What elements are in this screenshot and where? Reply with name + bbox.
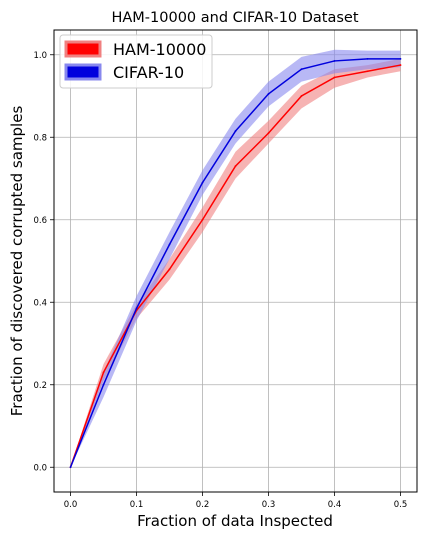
chart-title: HAM-10000 and CIFAR-10 Dataset xyxy=(111,10,358,26)
x-tick-label: 0.3 xyxy=(262,500,276,510)
x-tick-label: 0.4 xyxy=(328,500,342,510)
point-cifar-10 xyxy=(69,466,72,469)
plot-frame xyxy=(53,29,418,493)
y-tick-label: 0.2 xyxy=(33,381,47,391)
legend-swatch-cifar-10 xyxy=(64,63,102,81)
y-tick-label: 0.6 xyxy=(33,216,47,226)
point-cifar-10 xyxy=(201,181,204,184)
point-ham-10000 xyxy=(168,268,171,271)
point-cifar-10 xyxy=(102,383,105,386)
point-ham-10000 xyxy=(234,165,237,168)
y-ticks: 0.0 0.2 0.4 0.6 0.8 1.0 xyxy=(33,51,54,473)
y-tick-label: 1.0 xyxy=(33,51,47,61)
point-ham-10000 xyxy=(201,218,204,221)
point-ham-10000 xyxy=(333,76,336,79)
point-cifar-10 xyxy=(399,57,402,60)
x-tick-label: 0.2 xyxy=(196,500,210,510)
point-cifar-10 xyxy=(234,130,237,132)
x-ticks: 0.0 0.1 0.2 0.3 0.4 0.5 xyxy=(64,492,408,510)
point-cifar-10 xyxy=(135,307,138,310)
series-lines xyxy=(69,57,402,469)
point-ham-10000 xyxy=(267,132,270,135)
point-cifar-10 xyxy=(366,57,369,60)
band-cifar-10 xyxy=(70,49,401,468)
legend-label-ham-10000: HAM-10000 xyxy=(113,40,206,59)
point-cifar-10 xyxy=(267,93,270,95)
x-tick-label: 0.0 xyxy=(64,500,78,510)
x-axis-label: Fraction of data Inspected xyxy=(137,512,333,530)
point-cifar-10 xyxy=(333,60,336,62)
legend-label-cifar-10: CIFAR-10 xyxy=(113,63,184,82)
grid xyxy=(54,30,417,492)
y-tick-label: 0.0 xyxy=(33,463,47,473)
x-tick-label: 0.1 xyxy=(130,500,144,510)
point-ham-10000 xyxy=(102,371,105,374)
legend: HAM-10000 CIFAR-10 xyxy=(59,34,213,89)
y-tick-label: 0.8 xyxy=(33,133,47,143)
point-ham-10000 xyxy=(300,95,303,97)
point-cifar-10 xyxy=(168,243,171,246)
point-ham-10000 xyxy=(399,64,402,66)
y-axis-label: Fraction of discovered corrupted samples xyxy=(8,106,26,417)
y-tick-label: 0.4 xyxy=(33,298,47,308)
point-ham-10000 xyxy=(366,70,369,73)
point-cifar-10 xyxy=(300,68,303,71)
confidence-bands xyxy=(70,49,401,468)
x-tick-label: 0.5 xyxy=(394,500,408,510)
legend-swatch-ham-10000 xyxy=(64,40,102,58)
